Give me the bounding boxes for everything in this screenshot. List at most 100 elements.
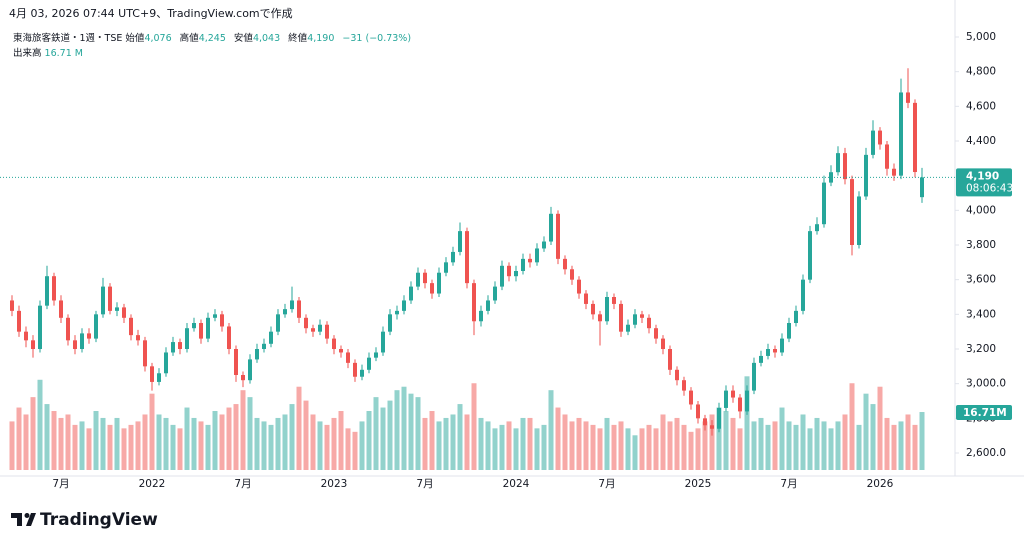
volume-bar xyxy=(240,390,246,470)
candle-body xyxy=(171,342,175,353)
candle-body xyxy=(304,317,308,329)
candle-body xyxy=(913,102,917,173)
y-tick-label: 5,000 xyxy=(966,31,996,43)
candle-body xyxy=(689,390,693,405)
volume-bar xyxy=(688,431,694,470)
candle-body xyxy=(724,390,728,408)
candle-body xyxy=(647,317,651,329)
candle-body xyxy=(122,307,126,318)
volume-bar xyxy=(520,417,526,470)
volume-bar xyxy=(296,386,302,470)
volume-bar xyxy=(324,424,330,470)
candle-body xyxy=(388,314,392,332)
volume-bar xyxy=(765,424,771,470)
x-tick-label: 7月 xyxy=(598,478,615,490)
volume-bar xyxy=(576,417,582,470)
logo-text: TradingView xyxy=(40,510,158,530)
candle-body xyxy=(31,340,35,349)
volume-bar xyxy=(72,424,78,470)
candle-body xyxy=(290,300,294,310)
candle-body xyxy=(402,300,406,311)
candle-body xyxy=(136,335,140,341)
legend: 東海旅客鉄道・1週・TSE 始値4,076 高値4,245 安値4,043 終値… xyxy=(13,30,416,44)
x-tick-label: 7月 xyxy=(52,478,69,490)
candle-body xyxy=(311,328,315,332)
volume-bar xyxy=(51,411,57,470)
volume-tag-value: 16.71M xyxy=(963,407,1007,419)
candle-body xyxy=(899,92,903,176)
logo-icon xyxy=(11,513,36,526)
volume-bar xyxy=(121,428,127,470)
volume-bar xyxy=(604,417,610,470)
volume-bar xyxy=(23,414,29,470)
close-label: 終値 xyxy=(288,33,308,44)
volume-bar xyxy=(156,414,162,470)
candle-body xyxy=(206,317,210,339)
candle-body xyxy=(283,309,287,315)
candle-body xyxy=(472,283,476,322)
candle-body xyxy=(577,279,581,294)
symbol: 東海旅客鉄道・1週・TSE xyxy=(13,33,123,44)
volume-bar xyxy=(562,414,568,470)
volume-bar xyxy=(422,417,428,470)
candle-body xyxy=(353,362,357,377)
candle-body xyxy=(654,328,658,339)
volume-bar xyxy=(226,407,232,470)
candle-body xyxy=(920,177,924,198)
volume-bar xyxy=(863,393,869,470)
y-tick-label: 3,600 xyxy=(966,274,996,286)
candle-body xyxy=(234,349,238,375)
candle-body xyxy=(129,317,133,336)
volume-bar xyxy=(702,421,708,470)
volume-bar xyxy=(625,428,631,470)
volume-bar xyxy=(730,417,736,470)
candle-body xyxy=(367,357,371,370)
candle-body xyxy=(94,314,98,339)
volume-bar xyxy=(485,421,491,470)
volume-bar xyxy=(198,421,204,470)
volume-bar xyxy=(513,428,519,470)
volume-bar xyxy=(590,424,596,470)
candle-body xyxy=(178,342,182,349)
candle-body xyxy=(52,276,56,301)
candle-body xyxy=(227,326,231,349)
candle-body xyxy=(108,286,112,311)
volume-bar xyxy=(597,428,603,470)
volume-bar xyxy=(478,417,484,470)
volume-label: 出来高 xyxy=(13,48,42,59)
candle-body xyxy=(885,144,889,169)
x-tick-label: 7月 xyxy=(780,478,797,490)
x-tick-label: 7月 xyxy=(234,478,251,490)
volume-bar xyxy=(429,411,435,470)
x-tick-label: 2022 xyxy=(139,478,166,490)
candle-body xyxy=(437,272,441,294)
candle-body xyxy=(101,286,105,315)
candle-body xyxy=(591,303,595,315)
y-tick-label: 3,800 xyxy=(966,239,996,251)
low-value: 4,043 xyxy=(252,33,281,44)
candle-body xyxy=(703,418,707,426)
candle-body xyxy=(17,310,21,332)
volume-bar xyxy=(450,414,456,470)
volume-bar xyxy=(821,421,827,470)
volume-bar xyxy=(30,397,36,470)
candle-body xyxy=(486,300,490,311)
volume-bar xyxy=(289,404,295,470)
candles xyxy=(10,68,924,436)
candle-body xyxy=(843,153,847,180)
volume-bar xyxy=(632,435,638,470)
candle-body xyxy=(535,248,539,263)
high-label: 高値 xyxy=(179,33,199,44)
volume-bar xyxy=(345,428,351,470)
candle-body xyxy=(220,314,224,327)
volume-bar xyxy=(751,421,757,470)
volume-bar xyxy=(177,428,183,470)
open-label: 始値 xyxy=(125,33,145,44)
candle-body xyxy=(857,196,861,245)
candle-body xyxy=(381,331,385,353)
volume-bar xyxy=(373,397,379,470)
candle-body xyxy=(143,340,147,367)
candle-body xyxy=(528,258,532,263)
candle-body xyxy=(269,331,273,344)
candle-body xyxy=(570,269,574,280)
